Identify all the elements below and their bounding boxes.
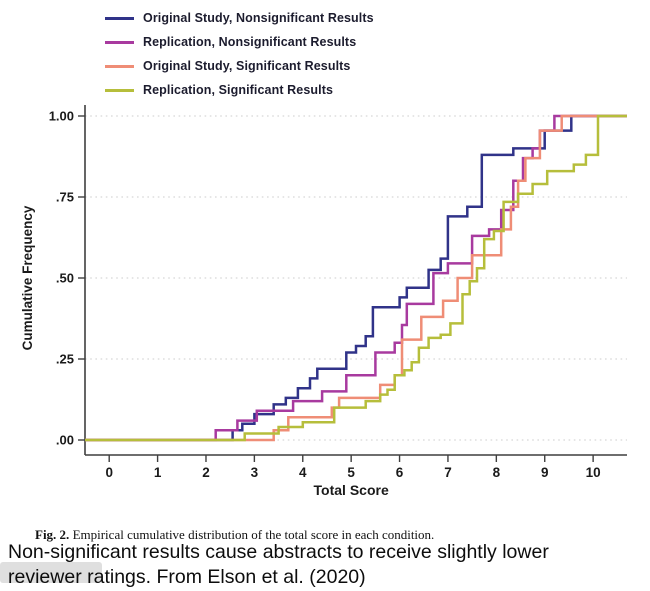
legend-item: Original Study, Nonsignificant Results [105, 6, 374, 30]
x-tick-label: 1 [154, 465, 162, 480]
ecdf-chart-area: .00 .25 .50 .75 1.00 0 1 2 3 4 5 6 7 8 9 10 Total Score C… [20, 105, 627, 498]
y-tick-label: .25 [56, 352, 74, 367]
legend-item-label: Original Study, Nonsignificant Results [143, 11, 374, 25]
grid-layer [85, 115, 627, 441]
legend-item-label: Replication, Significant Results [143, 83, 334, 97]
line-swatch-icon [105, 88, 134, 92]
series-line-2 [85, 114, 627, 442]
legend-item: Replication, Significant Results [105, 78, 374, 102]
figure-caption-label: Fig. 2. [35, 527, 70, 542]
legend-item-label: Replication, Nonsignificant Results [143, 35, 357, 49]
x-tick-label: 3 [251, 465, 259, 480]
ecdf-chart: .00 .25 .50 .75 1.00 0 1 2 3 4 5 6 7 8 9 10 Total Score C… [20, 105, 627, 498]
x-tick-label: 8 [493, 465, 501, 480]
axes-layer: .00 .25 .50 .75 1.00 0 1 2 3 4 5 6 7 8 9 10 [49, 105, 627, 480]
series-line-3 [85, 114, 627, 442]
line-swatch-icon [105, 40, 134, 44]
legend-item: Replication, Nonsignificant Results [105, 30, 374, 54]
chart-legend: Original Study, Nonsignificant Results R… [105, 6, 374, 102]
y-axis-title: Cumulative Frequency [20, 205, 35, 350]
headline-line-2: reviewer ratings. From Elson et al. (202… [8, 566, 366, 588]
line-swatch-icon [105, 64, 134, 68]
x-tick-label: 2 [202, 465, 210, 480]
legend-item: Original Study, Significant Results [105, 54, 374, 78]
x-axis-title: Total Score [314, 482, 389, 498]
line-swatch-icon [105, 16, 134, 20]
x-tick-label: 4 [299, 465, 307, 480]
headline-line-1: Non-significant results cause abstracts … [8, 541, 549, 563]
x-tick-label: 5 [347, 465, 355, 480]
headline-text: Non-significant results cause abstracts … [8, 540, 549, 590]
legend-item-label: Original Study, Significant Results [143, 59, 351, 73]
y-tick-label: .75 [56, 190, 74, 205]
x-tick-label: 9 [541, 465, 549, 480]
y-tick-label: .50 [56, 271, 74, 286]
x-tick-label: 6 [396, 465, 404, 480]
x-tick-label: 7 [444, 465, 452, 480]
y-tick-label: .00 [56, 433, 74, 448]
figure-caption-text: Empirical cumulative distribution of the… [69, 527, 435, 542]
x-tick-label: 10 [586, 465, 601, 480]
x-tick-label: 0 [105, 465, 113, 480]
figure-caption: Fig. 2. Empirical cumulative distributio… [35, 527, 434, 543]
watermark [0, 562, 102, 583]
y-tick-label: 1.00 [49, 109, 74, 124]
series-line-0 [85, 114, 627, 442]
